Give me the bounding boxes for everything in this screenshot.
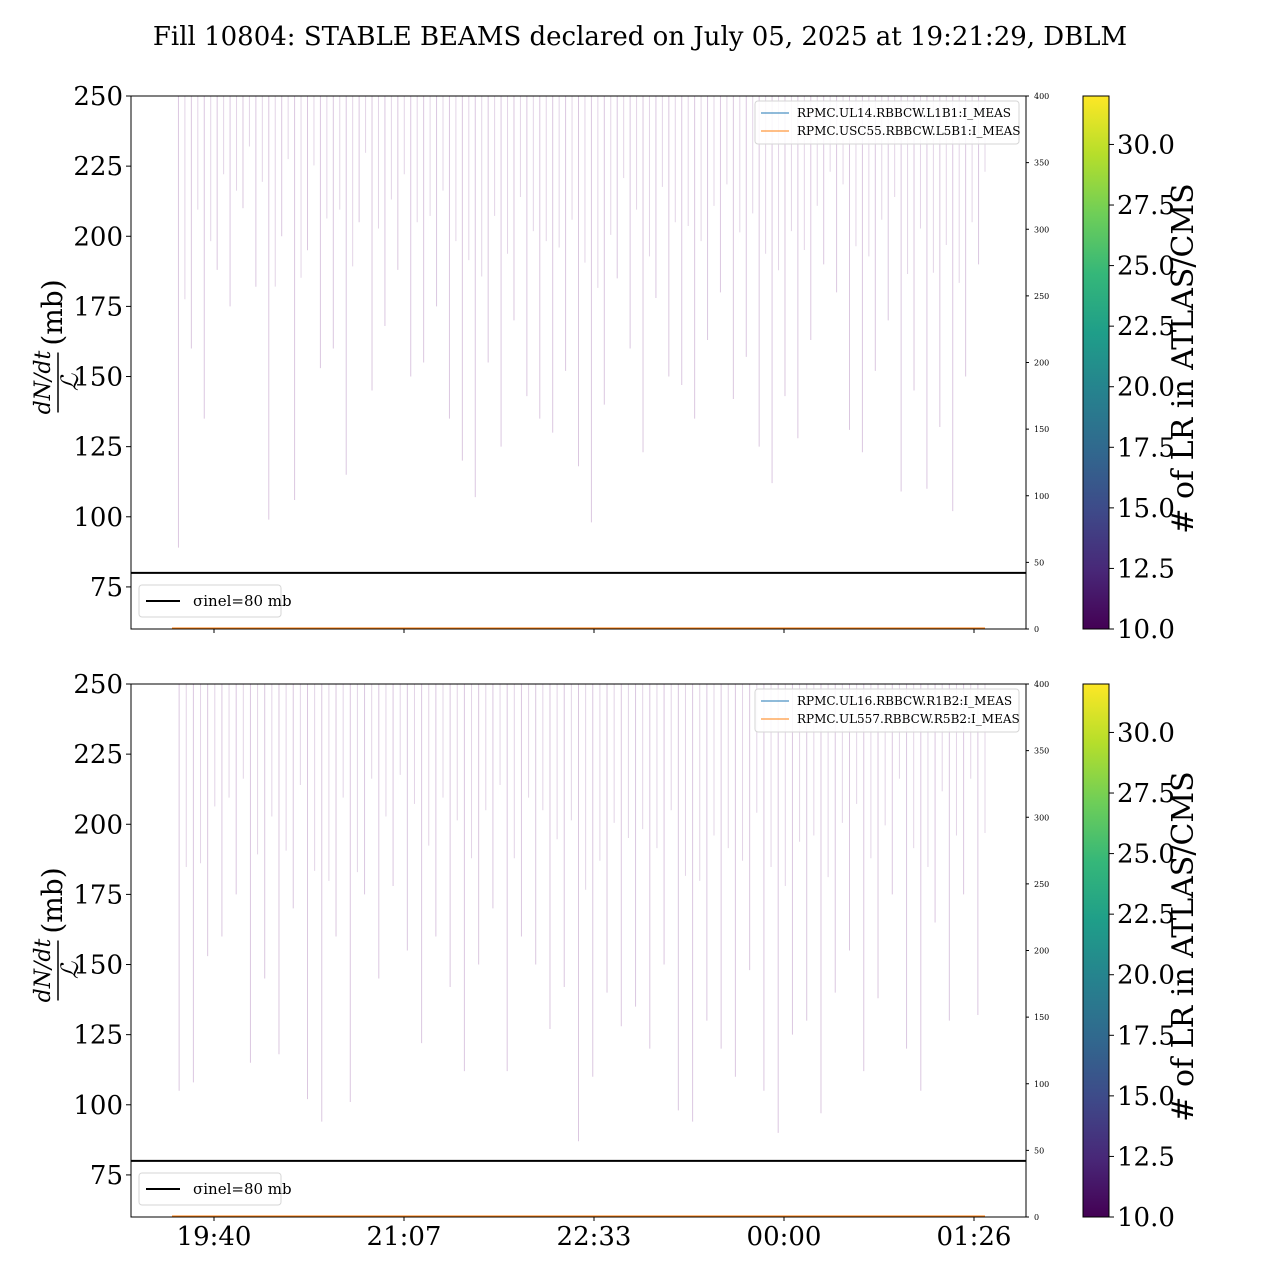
y2-tick-label: 300 bbox=[1034, 813, 1049, 822]
legend-bottom-left: σinel=80 mb bbox=[138, 1172, 292, 1206]
y-tick-label: 75 bbox=[90, 1161, 123, 1191]
y2-tick-label: 0 bbox=[1034, 625, 1039, 634]
y-tick-label: 200 bbox=[73, 810, 123, 840]
figure-title: Fill 10804: STABLE BEAMS declared on Jul… bbox=[153, 22, 1127, 52]
panel-bottom: 75 100 125 150 175 200 225 250 0 50 100 150 200 250 30… bbox=[31, 670, 1049, 1222]
y-tick-label: 200 bbox=[73, 222, 123, 252]
legend-entry: RPMC.USC55.RBBCW.L5B1:I_MEAS bbox=[797, 124, 1020, 138]
legend-top-right: RPMC.UL14.RBBCW.L1B1:I_MEAS RPMC.USC55.RB… bbox=[754, 100, 1020, 145]
x-tick-label: 01:26 bbox=[937, 1222, 1012, 1252]
y2-tick-label: 300 bbox=[1034, 225, 1049, 234]
legend-box bbox=[138, 1172, 282, 1206]
y2-tick-label: 200 bbox=[1034, 359, 1049, 368]
y2-tick-label: 100 bbox=[1034, 492, 1049, 501]
colorbar-tick-label: 10.0 bbox=[1117, 615, 1175, 645]
panel-top: 75 100 125 150 175 200 225 250 0 50 100 150 200 250 30… bbox=[31, 82, 1049, 634]
colorbar-tick-label: 20.0 bbox=[1117, 961, 1175, 991]
x-tick-label: 19:40 bbox=[177, 1222, 252, 1252]
colorbar-tick-label: 25.0 bbox=[1117, 252, 1175, 282]
legend-box bbox=[754, 100, 1020, 145]
colorbar-tick-label: 15.0 bbox=[1117, 494, 1175, 524]
x-tick-label: 22:33 bbox=[557, 1222, 632, 1252]
y-tick-label: 225 bbox=[73, 152, 123, 182]
y2-tick-label: 50 bbox=[1034, 558, 1044, 567]
colorbar-tick-label: 22.5 bbox=[1117, 900, 1175, 930]
legend-entry: σinel=80 mb bbox=[193, 592, 292, 610]
colorbar-tick-label: 25.0 bbox=[1117, 840, 1175, 870]
y2-tick-label: 0 bbox=[1034, 1213, 1039, 1222]
colorbar-tick-label: 20.0 bbox=[1117, 373, 1175, 403]
legend-entry: σinel=80 mb bbox=[193, 1180, 292, 1198]
y2-tick-label: 250 bbox=[1034, 880, 1049, 889]
y2-tick-label: 350 bbox=[1034, 159, 1049, 168]
colorbar-tick-label: 30.0 bbox=[1117, 718, 1175, 748]
colorbars: 10.0 12.5 15.0 17.5 20.0 22.5 25.0 27.5 30.0 # of… bbox=[1082, 95, 1201, 1233]
colorbar-tick-label: 27.5 bbox=[1117, 191, 1175, 221]
y-tick-label: 225 bbox=[73, 740, 123, 770]
x-tick-label: 00:00 bbox=[747, 1222, 822, 1252]
colorbar-top: 10.0 12.5 15.0 17.5 20.0 22.5 25.0 27.5 30.0 # of… bbox=[1082, 95, 1201, 645]
y2-tick-label: 100 bbox=[1034, 1080, 1049, 1089]
y-tick-label: 250 bbox=[73, 670, 123, 700]
y-label-denominator: ℒ bbox=[56, 373, 84, 391]
colorbar-bottom: 10.0 12.5 15.0 17.5 20.0 22.5 25.0 27.5 30.0 # of… bbox=[1082, 683, 1201, 1233]
colorbar-gradient bbox=[1082, 683, 1110, 1218]
y-tick-label: 100 bbox=[73, 503, 123, 533]
y-label-unit: (mb) bbox=[36, 867, 69, 933]
legend-bottom-left: σinel=80 mb bbox=[138, 584, 292, 618]
y2-tick-label: 400 bbox=[1034, 92, 1049, 101]
spike-series bbox=[177, 96, 986, 548]
y2-tick-label: 200 bbox=[1034, 947, 1049, 956]
x-axis-ticks: 19:40 21:07 22:33 00:00 01:26 bbox=[177, 1222, 1012, 1252]
legend-box bbox=[754, 688, 1020, 733]
y2-tick-label: 400 bbox=[1034, 680, 1049, 689]
y-axis-label: dN/dt ℒ (mb) bbox=[31, 279, 84, 414]
y-tick-label: 250 bbox=[73, 82, 123, 112]
legend-box bbox=[138, 584, 282, 618]
y-tick-label: 150 bbox=[73, 363, 123, 393]
colorbar-gradient bbox=[1082, 95, 1110, 630]
y-tick-label: 175 bbox=[73, 292, 123, 322]
y-tick-label: 125 bbox=[73, 1021, 123, 1051]
y-label-numerator: dN/dt bbox=[31, 939, 56, 1003]
colorbar-tick-label: 17.5 bbox=[1117, 1021, 1175, 1051]
colorbar-tick-label: 12.5 bbox=[1117, 554, 1175, 584]
y-axis-label: dN/dt ℒ (mb) bbox=[31, 867, 84, 1002]
legend-entry: RPMC.UL14.RBBCW.L1B1:I_MEAS bbox=[797, 106, 1011, 120]
panels: 75 100 125 150 175 200 225 250 0 50 100 150 200 250 30… bbox=[31, 82, 1049, 1222]
colorbar-label: # of LR in ATLAS/CMS bbox=[1166, 771, 1201, 1121]
colorbar-tick-label: 12.5 bbox=[1117, 1142, 1175, 1172]
colorbar-tick-label: 27.5 bbox=[1117, 779, 1175, 809]
spike-series bbox=[178, 684, 986, 1142]
y2-tick-label: 150 bbox=[1034, 1013, 1049, 1022]
y-tick-label: 100 bbox=[73, 1091, 123, 1121]
legend-entry: RPMC.UL16.RBBCW.R1B2:I_MEAS bbox=[797, 694, 1012, 708]
y-tick-label: 75 bbox=[90, 573, 123, 603]
x-tick-label: 21:07 bbox=[367, 1222, 442, 1252]
legend-top-right: RPMC.UL16.RBBCW.R1B2:I_MEAS RPMC.UL557.RB… bbox=[754, 688, 1020, 733]
y2-tick-label: 250 bbox=[1034, 292, 1049, 301]
colorbar-tick-label: 10.0 bbox=[1117, 1203, 1175, 1233]
y-tick-label: 125 bbox=[73, 433, 123, 463]
y-tick-label: 175 bbox=[73, 880, 123, 910]
y-tick-label: 150 bbox=[73, 951, 123, 981]
colorbar-tick-label: 22.5 bbox=[1117, 312, 1175, 342]
y-label-denominator: ℒ bbox=[56, 961, 84, 979]
colorbar-label: # of LR in ATLAS/CMS bbox=[1166, 183, 1201, 533]
y-label-numerator: dN/dt bbox=[31, 351, 56, 415]
legend-entry: RPMC.UL557.RBBCW.R5B2:I_MEAS bbox=[797, 712, 1020, 726]
y2-tick-label: 150 bbox=[1034, 425, 1049, 434]
colorbar-tick-label: 17.5 bbox=[1117, 433, 1175, 463]
y2-tick-label: 350 bbox=[1034, 747, 1049, 756]
y-label-unit: (mb) bbox=[36, 279, 69, 345]
colorbar-tick-label: 30.0 bbox=[1117, 130, 1175, 160]
y2-tick-label: 50 bbox=[1034, 1146, 1044, 1155]
colorbar-tick-label: 15.0 bbox=[1117, 1082, 1175, 1112]
